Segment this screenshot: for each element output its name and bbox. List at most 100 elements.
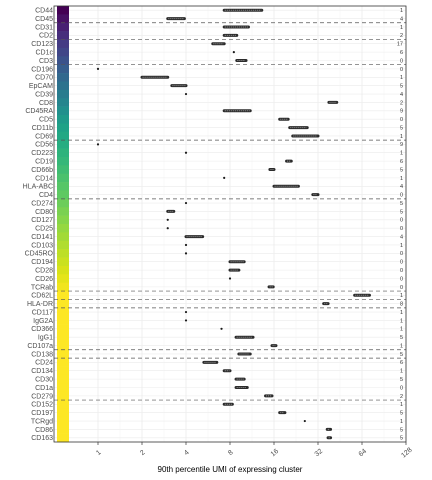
y-label-CD24: CD24 — [35, 360, 53, 367]
y-label-TCRgd: TCRgd — [31, 418, 53, 425]
y-label-IgG1: IgG1 — [38, 335, 53, 342]
y-label-CD141: CD141 — [31, 234, 53, 241]
point-CD223 — [184, 151, 188, 154]
count-CD14: 1 — [400, 176, 403, 182]
count-CD103: 1 — [400, 243, 403, 249]
color-strip-cell — [57, 131, 69, 141]
x-tick-label: 16 — [270, 448, 281, 458]
count-CD66b: 5 — [400, 167, 403, 173]
color-strip-cell — [57, 47, 69, 57]
color-strip-cell — [57, 81, 69, 91]
y-label-CD45: CD45 — [35, 16, 53, 23]
point-CD14 — [223, 176, 226, 179]
count-TCRab: 0 — [400, 285, 403, 291]
x-tick-label: 64 — [358, 448, 369, 458]
count-CD2: 2 — [400, 33, 403, 39]
x-axis-title: 90th percentile UMI of expressing cluste… — [158, 465, 303, 474]
point-CD45RO — [184, 252, 188, 255]
count-IgG2A: 1 — [400, 318, 403, 324]
count-CD123: 17 — [397, 42, 403, 48]
y-label-EpCAM: EpCAM — [29, 83, 53, 90]
row-count-labels: 1 4 1 2 17 6 0 0 1 5 4 2 9 0 5 1 9 1 6 5 1 4 0 5 5 0 0 4 1 0 0 0 0 0 1 8 1 1 1… — [397, 8, 403, 442]
count-CD196: 0 — [400, 67, 403, 73]
count-CD1a: 0 — [400, 385, 403, 391]
count-CD11b: 5 — [400, 125, 403, 131]
count-HLA-DR: 8 — [400, 302, 403, 308]
y-label-CD107a: CD107a — [27, 343, 53, 350]
y-label-CD56: CD56 — [35, 142, 53, 149]
count-CD44: 1 — [400, 8, 403, 14]
y-label-CD117: CD117 — [32, 309, 53, 316]
x-axis: 1 2 4 8 16 32 64 128 — [95, 442, 414, 460]
count-CD366: 1 — [400, 327, 403, 333]
color-strip-cell — [57, 274, 69, 283]
y-label-CD31: CD31 — [35, 24, 53, 31]
color-strip — [57, 6, 69, 443]
y-label-CD103: CD103 — [31, 242, 53, 249]
count-CD152: 1 — [400, 402, 403, 408]
color-strip-cell — [57, 39, 69, 49]
count-CD80: 5 — [400, 209, 403, 215]
count-CD39: 4 — [400, 92, 403, 98]
y-label-CD70: CD70 — [35, 75, 53, 82]
y-label-HLA-ABC: HLA-ABC — [23, 184, 53, 191]
count-CD19: 6 — [400, 159, 403, 165]
count-CD31: 1 — [400, 25, 403, 31]
y-label-CD123: CD123 — [31, 41, 53, 48]
color-strip-cell — [57, 358, 69, 367]
y-label-CD1c: CD1c — [35, 50, 53, 57]
color-strip-cell — [57, 374, 69, 384]
color-strip-cell — [57, 349, 69, 359]
color-strip-cell — [57, 56, 69, 65]
color-strip-cell — [57, 98, 69, 107]
y-label-CD66b: CD66b — [31, 167, 53, 174]
color-strip-cell — [57, 165, 69, 174]
color-strip-cell — [57, 433, 69, 443]
color-strip-cell — [57, 341, 69, 351]
color-strip-cell — [57, 14, 69, 24]
point-CD196 — [96, 67, 100, 70]
color-strip-cell — [57, 383, 69, 392]
count-CD279: 2 — [400, 394, 403, 400]
y-label-CD138: CD138 — [31, 351, 53, 358]
point-CD274 — [184, 201, 188, 205]
y-label-CD14: CD14 — [35, 175, 53, 182]
y-label-CD11b: CD11b — [32, 125, 53, 132]
y-label-CD5: CD5 — [39, 117, 53, 124]
color-strip-cell — [57, 64, 69, 74]
point-IgG2A — [184, 319, 188, 322]
color-strip-cell — [57, 182, 69, 191]
count-CD141: 4 — [400, 234, 403, 240]
point-CD127 — [166, 218, 169, 221]
count-CD138: 5 — [400, 352, 403, 358]
color-strip-cell — [57, 400, 69, 409]
color-strip-cell — [57, 249, 69, 258]
x-tick-label: 128 — [400, 447, 414, 460]
color-strip-cell — [57, 198, 69, 208]
count-CD197: 5 — [400, 411, 403, 417]
y-label-CD2: CD2 — [39, 33, 53, 40]
gridlines — [54, 6, 407, 442]
color-strip-cell — [57, 257, 69, 267]
point-TCRgd — [303, 419, 306, 423]
count-CD30: 5 — [400, 377, 403, 383]
point-CD103 — [184, 243, 188, 247]
count-TCRgd: 1 — [400, 419, 403, 425]
point-CD56 — [96, 143, 100, 146]
count-CD3: 0 — [400, 58, 403, 64]
color-strip-cell — [57, 140, 69, 149]
x-tick-label: 8 — [227, 449, 235, 457]
count-CD223: 1 — [400, 151, 403, 157]
color-strip-cell — [57, 333, 69, 342]
color-strip-cell — [57, 215, 69, 225]
count-CD45: 4 — [400, 16, 403, 22]
color-strip-cell — [57, 190, 69, 200]
point-CD1c — [232, 51, 235, 54]
color-strip-cell — [57, 307, 69, 317]
point-CD366 — [220, 327, 223, 330]
y-label-CD28: CD28 — [35, 268, 53, 275]
count-CD134: 1 — [400, 369, 403, 375]
y-label-CD45RA: CD45RA — [25, 108, 53, 115]
